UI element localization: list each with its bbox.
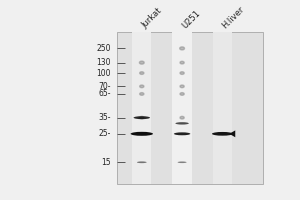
Text: 65-: 65- (99, 89, 111, 98)
Bar (213, 32, 232, 184)
Bar (117, 32, 263, 184)
Circle shape (180, 85, 184, 88)
Ellipse shape (137, 161, 147, 163)
Ellipse shape (178, 161, 187, 163)
Polygon shape (229, 130, 235, 137)
Circle shape (140, 85, 144, 88)
Text: 25-: 25- (99, 129, 111, 138)
Circle shape (140, 93, 144, 95)
Bar (172, 32, 192, 184)
Circle shape (180, 93, 184, 95)
Circle shape (180, 61, 184, 64)
Text: 35-: 35- (99, 113, 111, 122)
Text: 100: 100 (97, 69, 111, 78)
Circle shape (140, 116, 144, 119)
Ellipse shape (174, 132, 190, 135)
Bar (132, 32, 152, 184)
Ellipse shape (130, 132, 153, 136)
Text: 70-: 70- (99, 82, 111, 91)
Circle shape (180, 72, 184, 74)
Text: U251: U251 (180, 9, 202, 30)
Ellipse shape (134, 116, 150, 119)
Ellipse shape (176, 122, 189, 125)
Text: H.liver: H.liver (220, 5, 246, 30)
Circle shape (180, 116, 184, 119)
Ellipse shape (212, 132, 233, 136)
Text: 130: 130 (97, 58, 111, 67)
Text: Jurkat: Jurkat (140, 7, 164, 30)
Circle shape (140, 72, 144, 74)
Text: 250: 250 (97, 44, 111, 53)
Circle shape (140, 61, 144, 64)
Circle shape (180, 47, 184, 50)
Text: 15: 15 (102, 158, 111, 167)
